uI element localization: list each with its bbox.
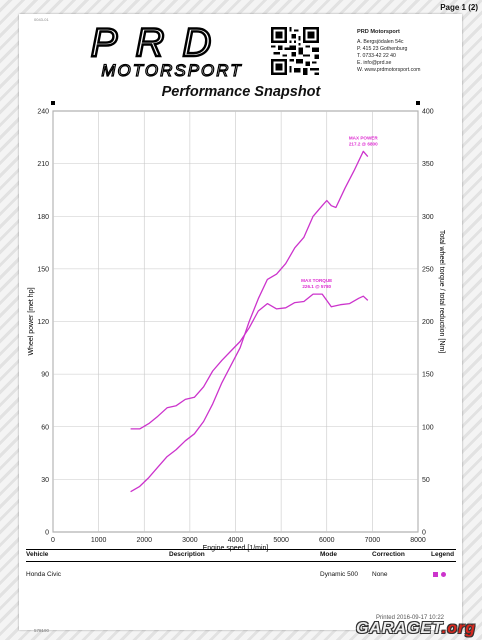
y2-tick-label: 300 [422, 214, 434, 221]
x-tick-label: 8000 [410, 537, 426, 544]
logo-main-text: PRD [91, 22, 229, 65]
y2-tick-label: 50 [422, 477, 430, 484]
x-tick-label: 3000 [182, 537, 198, 544]
y2-tick-label: 0 [422, 530, 426, 537]
x-tick-label: 4000 [228, 537, 244, 544]
y-tick-labels: 0 30 60 90 120 150 180 210 240 [37, 109, 49, 537]
watermark-text: GARAGET [355, 620, 442, 637]
x-tick-label: 6000 [319, 537, 335, 544]
cell-mode: Dynamic 500 [320, 571, 358, 578]
y-tick-label: 0 [45, 530, 49, 537]
x-tick-label: 2000 [136, 537, 152, 544]
y-tick-label: 240 [37, 109, 49, 116]
prd-motorsport-logo: PRD MOTORSPORT [90, 22, 242, 80]
company-line: A. Bergsjödalen 54c [357, 39, 404, 46]
cell-vehicle: Honda Civic [26, 571, 62, 578]
chart-grid [52, 110, 419, 533]
y-tick-label: 210 [37, 161, 49, 168]
garaget-watermark: GARAGET.org [356, 620, 476, 638]
x-tick-label: 1000 [91, 537, 107, 544]
col-header-correction: Correction [372, 551, 405, 558]
document-id: 578190 [34, 628, 50, 633]
company-name: PRD Motorsport [357, 29, 400, 35]
document-code: 0043-01 [34, 17, 49, 22]
y2-tick-label: 100 [422, 424, 434, 431]
col-header-description: Description [169, 551, 205, 558]
y-tick-label: 60 [41, 424, 49, 431]
x-tick-label: 5000 [273, 537, 289, 544]
company-contact-block: PRD Motorsport A. Bergsjödalen 54c P. 41… [357, 29, 420, 75]
y2-tick-label: 150 [422, 372, 434, 379]
annotation-label: MAX TORQUE [301, 278, 332, 283]
x-tick-labels: 0 1000 2000 3000 4000 5000 6000 7000 8000 [51, 537, 426, 544]
y-tick-label: 150 [37, 266, 49, 273]
annotation-label: MAX POWER [349, 135, 379, 140]
annotation-value: 226.1 @ 5780 [302, 284, 331, 289]
company-line: P. 415 23 Gothenburg [357, 46, 408, 53]
y-axis-label: Wheel power [met hp] [28, 287, 35, 355]
x-axis-label: Engine speed [1/min] [203, 545, 269, 552]
page-number: Page 1 (2) [440, 3, 478, 12]
y2-tick-label: 350 [422, 161, 434, 168]
chart-series [130, 150, 369, 493]
annotation-value: 217.2 @ 6800 [349, 141, 378, 146]
table-rule-header [26, 561, 456, 562]
legend-swatch-power [433, 572, 438, 579]
legend-swatch-torque [441, 572, 446, 579]
y2-tick-labels: 0 50 100 150 200 250 300 350 400 [422, 109, 434, 537]
logo-sub-text: MOTORSPORT [101, 61, 242, 80]
watermark-tld: .org [441, 620, 476, 637]
axis-marker-left [51, 101, 55, 105]
y2-axis-label: Total wheel torque / total reduction [Nm… [438, 230, 445, 353]
y-tick-label: 90 [41, 372, 49, 379]
y-tick-label: 30 [41, 477, 49, 484]
axis-marker-right [416, 101, 420, 105]
company-line: E. info@prd.se [357, 60, 392, 67]
y2-tick-label: 250 [422, 266, 434, 273]
y-tick-label: 180 [37, 214, 49, 221]
power-line [130, 150, 369, 493]
col-header-legend: Legend [431, 551, 455, 558]
table-rule-top [26, 549, 456, 550]
y2-tick-label: 200 [422, 319, 434, 326]
y2-tick-label: 400 [422, 109, 434, 116]
company-line: W. www.prdmotorsport.com [357, 67, 421, 74]
col-header-vehicle: Vehicle [26, 551, 49, 558]
x-tick-label: 7000 [365, 537, 381, 544]
x-tick-label: 0 [51, 537, 55, 544]
qr-code-icon [271, 27, 319, 75]
cell-correction: None [372, 571, 388, 578]
torque-line [130, 293, 369, 430]
y-tick-label: 120 [37, 319, 49, 326]
printed-timestamp: Printed 2016-09-17 10:22 [375, 615, 444, 621]
company-line: T. 0733-42 22 40 [357, 53, 396, 60]
page-title: Performance Snapshot [161, 84, 321, 100]
col-header-mode: Mode [320, 551, 337, 558]
